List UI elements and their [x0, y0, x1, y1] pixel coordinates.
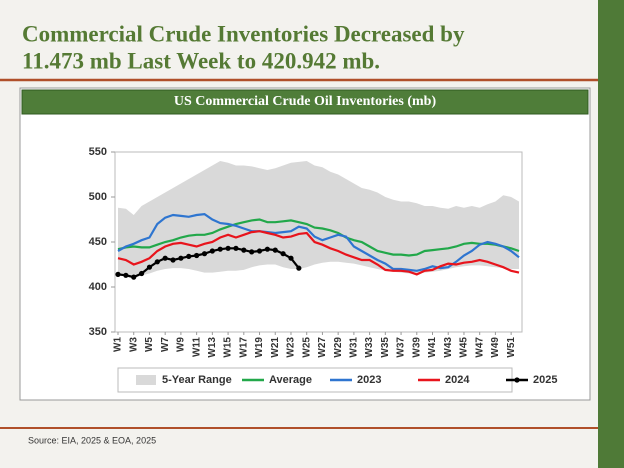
point — [225, 245, 231, 251]
point — [201, 251, 208, 257]
x-tick-label: W41 — [427, 337, 438, 358]
x-tick-label: W7 — [160, 337, 171, 352]
x-tick-label: W25 — [301, 337, 312, 358]
y-tick-label: 500 — [89, 191, 107, 203]
point — [233, 245, 239, 251]
x-tick-label: W39 — [411, 337, 422, 358]
x-tick-label: W35 — [380, 337, 391, 358]
title-line: Commercial Crude Inventories Decreased b… — [22, 21, 465, 46]
legend-label: Average — [269, 374, 312, 386]
x-tick-label: W31 — [349, 337, 360, 358]
point — [170, 257, 176, 263]
point — [288, 255, 294, 261]
point — [123, 272, 129, 278]
x-tick-label: W37 — [396, 337, 407, 358]
legend-label: 5-Year Range — [162, 374, 232, 386]
legend-label: 2024 — [445, 374, 470, 386]
legend-label: 2023 — [357, 374, 381, 386]
x-tick-label: W45 — [459, 337, 470, 358]
legend — [117, 367, 513, 393]
x-tick-label: W27 — [317, 337, 328, 358]
point — [249, 249, 255, 255]
point — [162, 255, 168, 261]
x-tick-label: W1 — [113, 337, 124, 352]
point — [131, 274, 137, 280]
x-tick-label: W13 — [207, 337, 218, 358]
point — [280, 251, 286, 257]
chart-title: US Commercial Crude Oil Inventories (mb) — [174, 94, 437, 109]
x-tick-label: W23 — [286, 337, 297, 358]
point — [138, 270, 145, 277]
point — [115, 271, 121, 277]
x-tick-label: W11 — [191, 337, 202, 357]
point — [186, 253, 192, 259]
x-tick-label: W3 — [128, 337, 139, 352]
x-tick-label: W47 — [474, 337, 485, 358]
point — [154, 259, 160, 265]
x-tick-label: W51 — [506, 337, 517, 358]
point — [272, 247, 278, 253]
x-tick-label: W15 — [223, 337, 234, 358]
source: Source: EIA, 2025 & EOA, 2025 — [28, 435, 156, 445]
y-tick-label: 550 — [89, 146, 107, 158]
chart-header — [21, 89, 589, 115]
x-tick-label: W33 — [364, 337, 375, 358]
point — [194, 252, 200, 259]
title-line: 11.473 mb Last Week to 420.942 mb. — [22, 48, 380, 73]
x-tick-label: W29 — [333, 337, 344, 358]
y-tick-label: 350 — [89, 326, 107, 338]
point — [256, 248, 263, 254]
x-tick-label: W19 — [254, 337, 265, 358]
x-tick-label: W9 — [176, 337, 187, 352]
x-tick-label: W17 — [238, 337, 249, 358]
point — [241, 247, 247, 253]
legend-label: 2025 — [533, 374, 557, 386]
annotation: Consumption — [258, 304, 323, 318]
x-tick-label: W43 — [443, 337, 454, 358]
point — [209, 248, 215, 254]
legend-marker — [514, 377, 520, 383]
series-line — [117, 218, 520, 257]
legend-swatch — [136, 375, 156, 385]
point — [296, 265, 302, 271]
series-line — [117, 230, 520, 276]
x-tick-label: W49 — [490, 337, 501, 358]
side-bar — [598, 0, 624, 468]
point — [217, 246, 223, 252]
y-tick-label: 450 — [89, 236, 107, 248]
y-tick-label: 400 — [89, 281, 107, 293]
x-tick-label: W5 — [144, 337, 155, 352]
point — [178, 255, 184, 261]
point — [146, 264, 153, 270]
point — [264, 246, 270, 252]
x-tick-label: W21 — [270, 337, 281, 358]
